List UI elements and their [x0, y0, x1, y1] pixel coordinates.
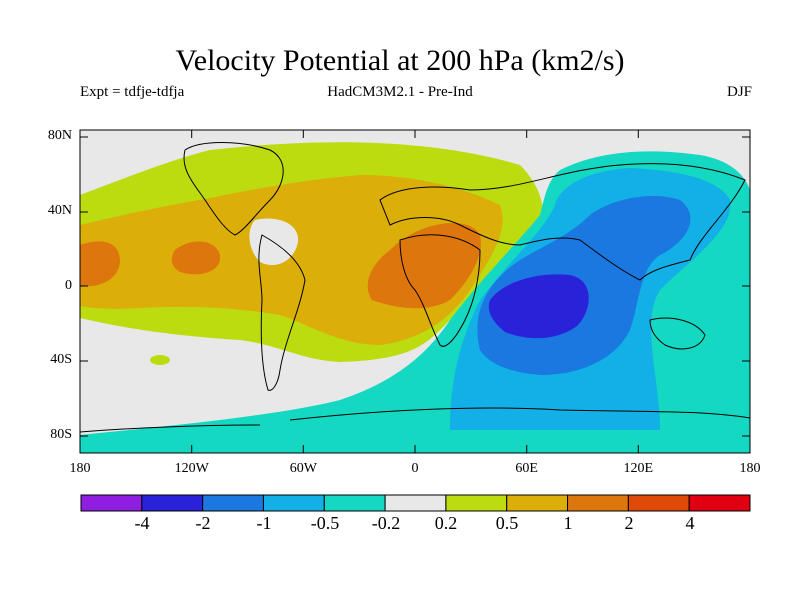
colorbar-swatch — [384, 494, 447, 512]
colorbar-label: 0.5 — [495, 513, 519, 533]
tick-marks — [80, 130, 750, 453]
colorbar-label: -1 — [256, 513, 272, 533]
lat-label-eq: 0 — [65, 278, 72, 293]
colorbar — [80, 494, 751, 512]
colorbar-label: 0.2 — [434, 513, 458, 533]
map-title: Velocity Potential at 200 hPa (km2/s) — [175, 44, 625, 77]
colorbar-swatch — [202, 494, 264, 512]
colorbar-label: 4 — [685, 513, 695, 533]
colorbar-swatch — [323, 494, 386, 512]
lat-label-80s: 80S — [50, 427, 72, 442]
lon-label-60w: 60W — [289, 461, 317, 476]
colorbar-swatch — [445, 494, 508, 512]
colorbar-swatch — [506, 494, 569, 512]
colorbar-swatch — [688, 494, 751, 512]
lat-label-40n: 40N — [47, 203, 72, 218]
lat-label-40s: 40S — [50, 352, 72, 367]
colorbar-swatch — [262, 494, 325, 512]
lon-label-180w: 180 — [69, 461, 91, 476]
season-label: DJF — [726, 84, 752, 100]
colorbar-swatch — [627, 494, 690, 512]
colorbar-label: -4 — [134, 513, 150, 533]
colorbar-swatch — [80, 494, 143, 512]
lon-label-120w: 120W — [174, 461, 209, 476]
colorbar-swatch — [141, 494, 204, 512]
lon-label-0: 0 — [411, 461, 419, 476]
colorbar-label: -2 — [195, 513, 211, 533]
lon-label-60e: 60E — [515, 461, 538, 476]
colorbar-swatch — [567, 494, 629, 512]
model-label: HadCM3M2.1 - Pre-Ind — [327, 84, 473, 100]
lon-label-180e: 180 — [739, 461, 761, 476]
colorbar-label: 2 — [624, 513, 634, 533]
lat-label-80n: 80N — [47, 128, 72, 143]
colorbar-label: -0.5 — [310, 513, 340, 533]
contour-field — [80, 130, 750, 453]
colorbar-label: 1 — [563, 513, 573, 533]
lon-label-120e: 120E — [623, 461, 654, 476]
colorbar-label: -0.2 — [371, 513, 401, 533]
experiment-label: Expt = tdfje-tdfja — [80, 84, 185, 100]
coastlines — [80, 142, 750, 433]
